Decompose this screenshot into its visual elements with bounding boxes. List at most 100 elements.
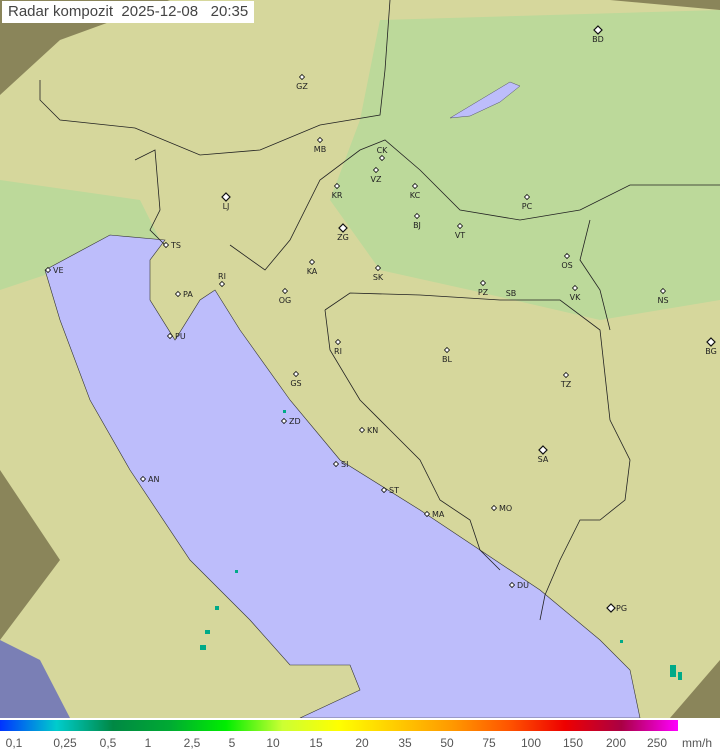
city-os: OS — [561, 252, 573, 270]
city-marker-icon — [423, 510, 431, 518]
legend-tick-label: 35 — [398, 736, 412, 750]
city-label: TS — [170, 241, 181, 250]
city-ri: RI — [218, 272, 226, 288]
legend-tick-label: 50 — [440, 736, 454, 750]
pannonian-plain — [330, 10, 720, 320]
city-kr: KR — [332, 182, 343, 200]
legend-tick-label: 0,25 — [53, 736, 77, 750]
city-vz: VZ — [371, 166, 382, 184]
city-marker-icon — [333, 182, 341, 190]
legend-tick-label: 0,1 — [5, 736, 23, 750]
city-marker-icon — [571, 284, 579, 292]
product-name: Radar kompozit — [8, 3, 114, 20]
city-zg: ZG — [337, 223, 349, 242]
radar-map: BD GZ MB CK VZ KR KC PC LJ BJ VT ZG TS VE KA SK OS RI PA OG… — [0, 0, 720, 718]
legend-tick-label: 15 — [309, 736, 323, 750]
city-si: SI — [332, 460, 348, 469]
city-label: KR — [332, 191, 343, 200]
city-ck: CK — [377, 146, 388, 162]
legend-tick-label: 2,5 — [183, 736, 201, 750]
map-title: Radar kompozit 2025-12-08 20:35 — [2, 1, 255, 23]
legend-tick-label: 150 — [562, 736, 584, 750]
city-marker-icon — [593, 25, 603, 35]
city-label: ZG — [337, 233, 349, 242]
city-marker-icon — [308, 258, 316, 266]
city-marker-icon — [174, 290, 182, 298]
city-kn: KN — [358, 426, 378, 435]
city-label: RI — [218, 272, 226, 281]
city-marker-icon — [413, 212, 421, 220]
city-label: PA — [183, 290, 193, 299]
city-marker-icon — [292, 370, 300, 378]
city-label: AN — [148, 475, 159, 484]
city-st: ST — [380, 486, 399, 495]
city-bg: BG — [705, 337, 717, 356]
city-label: GS — [290, 379, 301, 388]
legend-tick-label: 5 — [228, 736, 236, 750]
date: 2025-12-08 — [121, 3, 199, 20]
city-marker-icon — [338, 223, 348, 233]
legend-tick-label: 1 — [144, 736, 152, 750]
city-marker-icon — [44, 266, 52, 274]
city-label: OS — [561, 261, 572, 270]
radar-echoes — [200, 410, 682, 680]
legend-tick-label: 20 — [355, 736, 369, 750]
city-label: ST — [389, 486, 399, 495]
city-label: MO — [499, 504, 512, 513]
city-label: VE — [53, 266, 64, 275]
city-zd: ZD — [280, 417, 301, 426]
city-marker-icon — [372, 166, 380, 174]
city-marker-icon — [456, 222, 464, 230]
city-marker-icon — [221, 192, 231, 202]
legend-tick-label: 75 — [482, 736, 496, 750]
city-mb: MB — [314, 136, 326, 154]
city-bd: BD — [592, 25, 604, 44]
city-label: TZ — [560, 380, 572, 389]
city-label: MA — [432, 510, 445, 519]
city-label: DU — [517, 581, 529, 590]
country-borders — [39, 0, 720, 621]
city-marker-icon — [508, 581, 516, 589]
city-label: SK — [373, 273, 384, 282]
city-marker-icon — [332, 460, 340, 468]
tyrrhenian-sea — [0, 640, 70, 718]
city-du: DU — [508, 581, 529, 590]
city-label: SI — [341, 460, 348, 469]
city-label: VT — [455, 231, 465, 240]
city-marker-icon — [606, 603, 616, 613]
city-label: KC — [410, 191, 421, 200]
city-ri: RI — [334, 338, 342, 356]
city-pc: PC — [522, 193, 533, 211]
city-label: OG — [279, 296, 292, 305]
legend-tick-label: 10 — [266, 736, 280, 750]
city-ns: NS — [657, 287, 669, 305]
legend-tick-label: 250 — [646, 736, 668, 750]
city-marker-icon — [139, 475, 147, 483]
city-ma: MA — [423, 510, 445, 519]
legend-tick-label: 0,5 — [99, 736, 117, 750]
legend-tick-label: 200 — [605, 736, 627, 750]
city-label: PC — [522, 202, 533, 211]
city-vk: VK — [570, 284, 581, 302]
city-label: GZ — [296, 82, 308, 91]
city-label: KN — [367, 426, 378, 435]
city-marker-icon — [443, 346, 451, 354]
city-label: LJ — [223, 202, 230, 211]
city-marker-icon — [378, 154, 386, 162]
city-marker-icon — [563, 252, 571, 260]
city-pa: PA — [174, 290, 193, 299]
legend-tick-label: 100 — [520, 736, 542, 750]
city-sk: SK — [373, 264, 384, 282]
city-label: PG — [616, 604, 627, 613]
legend-unit: mm/h — [682, 736, 712, 750]
city-marker-icon — [538, 445, 548, 455]
city-marker-icon — [380, 486, 388, 494]
city-gz: GZ — [296, 73, 308, 91]
city-og: OG — [279, 287, 292, 305]
city-label: SA — [538, 455, 549, 464]
city-lj: LJ — [221, 192, 231, 211]
city-bl: BL — [442, 346, 453, 364]
city-markers: BD GZ MB CK VZ KR KC PC LJ BJ VT ZG TS VE KA SK OS RI PA OG… — [44, 25, 717, 613]
city-label: VZ — [371, 175, 382, 184]
